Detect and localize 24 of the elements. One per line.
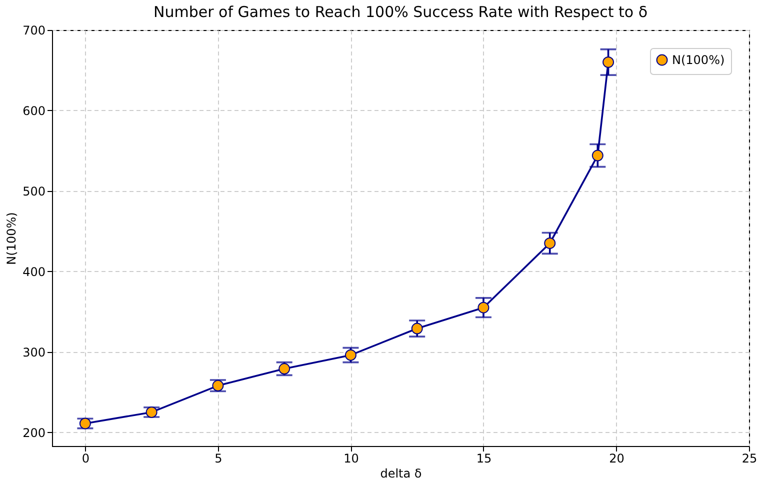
point [146, 406, 158, 418]
point [592, 150, 604, 162]
point [478, 302, 490, 314]
x-tick-label: 10 [344, 452, 359, 466]
x-tick-label: 15 [476, 452, 492, 466]
y-axis-title: N(100%) [4, 212, 19, 265]
point [79, 418, 91, 430]
y-tick-label: 600 [22, 104, 46, 118]
x-tick-label: 0 [82, 452, 90, 466]
y-tick-label: 400 [22, 264, 46, 279]
point [411, 322, 423, 334]
x-tick-label: 5 [214, 452, 222, 466]
x-tick-label: 20 [609, 452, 624, 466]
point [544, 237, 556, 249]
y-tick-label: 200 [22, 426, 46, 440]
point [602, 56, 614, 68]
y-tick-label: 300 [22, 345, 46, 360]
point [212, 380, 224, 392]
x-tick-label: 25 [742, 452, 758, 466]
legend-label: N(100%) [672, 53, 725, 67]
chart-title: Number of Games to Reach 100% Success Rate with Respect to δ [153, 3, 648, 21]
y-tick-label: 700 [22, 24, 46, 38]
y-tick-label: 500 [22, 184, 46, 198]
x-axis-title: delta δ [380, 466, 422, 480]
